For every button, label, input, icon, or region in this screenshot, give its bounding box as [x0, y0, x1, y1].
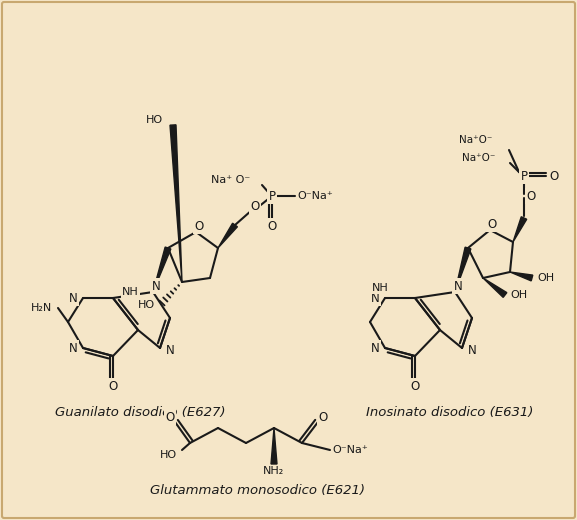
Text: N: N — [152, 280, 160, 293]
Text: O: O — [166, 410, 175, 423]
Text: N: N — [370, 292, 379, 305]
Text: O: O — [250, 200, 260, 213]
Text: NH: NH — [372, 283, 388, 293]
Text: Na⁺O⁻: Na⁺O⁻ — [462, 153, 495, 163]
Text: O⁻Na⁺: O⁻Na⁺ — [332, 445, 368, 455]
Text: O: O — [549, 170, 559, 183]
Polygon shape — [153, 247, 171, 292]
Text: O: O — [526, 189, 535, 202]
Text: Guanilato disodico (E627): Guanilato disodico (E627) — [55, 406, 225, 419]
Text: O: O — [410, 380, 419, 393]
Polygon shape — [271, 428, 277, 464]
Text: P: P — [520, 170, 527, 183]
Text: NH₂: NH₂ — [263, 466, 284, 476]
Text: Na⁺O⁻: Na⁺O⁻ — [459, 135, 492, 145]
Text: O: O — [319, 410, 328, 423]
Text: HO: HO — [159, 450, 177, 460]
Text: N: N — [166, 344, 174, 357]
Text: NH: NH — [122, 287, 138, 297]
Text: N: N — [69, 292, 77, 305]
Text: O: O — [267, 219, 276, 232]
Text: Inosinato disodico (E631): Inosinato disodico (E631) — [366, 406, 534, 419]
Text: Glutammato monosodico (E621): Glutammato monosodico (E621) — [151, 484, 365, 497]
Text: N: N — [69, 342, 77, 355]
Text: OH: OH — [537, 273, 554, 283]
Text: O: O — [108, 380, 118, 393]
Text: O⁻Na⁺: O⁻Na⁺ — [297, 191, 333, 201]
Text: O: O — [488, 217, 497, 230]
Text: H₂N: H₂N — [31, 303, 53, 313]
Text: N: N — [370, 342, 379, 355]
Polygon shape — [513, 217, 527, 242]
Polygon shape — [170, 125, 182, 282]
Text: OH: OH — [511, 290, 527, 300]
Text: O: O — [194, 219, 204, 232]
Polygon shape — [455, 247, 471, 292]
Text: N: N — [454, 280, 462, 293]
Text: HO: HO — [145, 115, 163, 125]
Text: HO: HO — [137, 300, 155, 310]
Text: N: N — [467, 344, 477, 357]
Polygon shape — [218, 223, 237, 248]
Text: P: P — [268, 189, 275, 202]
Text: Na⁺ O⁻: Na⁺ O⁻ — [211, 175, 250, 185]
Polygon shape — [510, 272, 533, 281]
Polygon shape — [483, 278, 507, 297]
